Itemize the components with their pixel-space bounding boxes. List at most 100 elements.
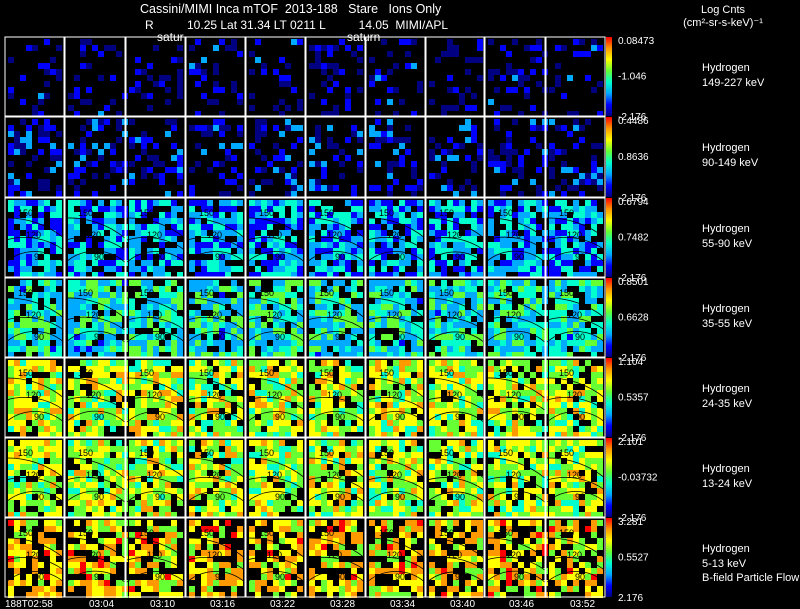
heatmap-cell xyxy=(261,236,267,242)
heatmap-cell xyxy=(153,482,159,488)
heatmap-cell xyxy=(530,218,536,224)
heatmap-cell xyxy=(177,420,183,426)
heatmap-cell xyxy=(387,366,393,372)
heatmap-cell xyxy=(291,191,297,197)
heatmap-cell xyxy=(465,470,471,476)
heatmap-cell xyxy=(20,266,26,272)
contour-label: 90 xyxy=(335,492,345,502)
heatmap-cell xyxy=(393,272,399,278)
heatmap-cell xyxy=(585,396,591,402)
heatmap-cell xyxy=(267,316,273,322)
heatmap-cell xyxy=(201,352,207,358)
heatmap-cell xyxy=(98,426,104,432)
heatmap-cell xyxy=(110,185,116,191)
heatmap-cell xyxy=(315,464,321,470)
heatmap-cell xyxy=(273,414,279,420)
heatmap-cell xyxy=(135,360,141,366)
heatmap-cell xyxy=(213,316,219,322)
heatmap-cell xyxy=(80,414,86,420)
heatmap-cell xyxy=(159,230,165,236)
heatmap-cell xyxy=(74,408,80,414)
heatmap-cell xyxy=(567,420,573,426)
heatmap-cell xyxy=(435,322,441,328)
heatmap-cell xyxy=(104,352,110,358)
contour-label: 150 xyxy=(319,288,334,298)
heatmap-cell xyxy=(435,372,441,378)
heatmap-cell xyxy=(255,426,261,432)
heatmap-cell xyxy=(512,310,518,316)
heatmap-cell xyxy=(435,408,441,414)
heatmap-cell xyxy=(518,242,524,248)
heatmap-cell xyxy=(189,200,195,206)
heatmap-cell xyxy=(471,494,477,500)
heatmap-cell xyxy=(321,452,327,458)
heatmap-cell xyxy=(26,482,32,488)
heatmap-cell xyxy=(524,432,530,438)
heatmap-cell xyxy=(20,272,26,278)
heatmap-cell xyxy=(327,322,333,328)
heatmap-cell xyxy=(453,420,459,426)
heatmap-cell xyxy=(291,87,297,93)
heatmap-cell xyxy=(597,266,603,272)
heatmap-cell xyxy=(98,408,104,414)
heatmap-cell xyxy=(309,440,315,446)
heatmap-cell xyxy=(447,334,453,340)
heatmap-cell xyxy=(279,286,285,292)
panel-frame xyxy=(125,197,186,278)
heatmap-cell xyxy=(573,390,579,396)
heatmap-cell xyxy=(32,105,38,111)
heatmap-cell xyxy=(32,304,38,310)
heatmap-cell xyxy=(74,414,80,420)
heatmap-cell xyxy=(518,378,524,384)
heatmap-cell xyxy=(530,200,536,206)
heatmap-cell xyxy=(104,280,110,286)
heatmap-cell xyxy=(435,440,441,446)
heatmap-cell xyxy=(518,426,524,432)
heatmap-cell xyxy=(429,286,435,292)
contour-label: 150 xyxy=(439,368,454,378)
heatmap-cell xyxy=(8,266,14,272)
heatmap-cell xyxy=(579,125,585,131)
heatmap-cell xyxy=(32,390,38,396)
heatmap-cell xyxy=(321,69,327,75)
heatmap-cell xyxy=(393,458,399,464)
heatmap-cell xyxy=(297,218,303,224)
contour-line xyxy=(426,237,485,251)
heatmap-cell xyxy=(465,105,471,111)
species-label: Hydrogen xyxy=(702,223,750,235)
heatmap-cell xyxy=(159,242,165,248)
heatmap-cell xyxy=(38,322,44,328)
heatmap-cell xyxy=(399,378,405,384)
heatmap-cell xyxy=(159,426,165,432)
heatmap-cell xyxy=(50,236,56,242)
heatmap-cell xyxy=(38,185,44,191)
heatmap-cell xyxy=(369,482,375,488)
heatmap-cell xyxy=(591,310,597,316)
heatmap-cell xyxy=(321,45,327,51)
heatmap-cell xyxy=(561,236,567,242)
heatmap-cell xyxy=(387,224,393,230)
heatmap-cell xyxy=(375,396,381,402)
heatmap-cell xyxy=(20,396,26,402)
heatmap-cell xyxy=(315,266,321,272)
heatmap-cell xyxy=(393,63,399,69)
heatmap-cell xyxy=(530,390,536,396)
heatmap-cell xyxy=(327,218,333,224)
heatmap-cell xyxy=(333,506,339,512)
heatmap-cell xyxy=(465,366,471,372)
heatmap-cell xyxy=(104,304,110,310)
heatmap-cell xyxy=(375,292,381,298)
heatmap-cell xyxy=(177,155,183,161)
heatmap-cell xyxy=(32,482,38,488)
heatmap-cell xyxy=(465,426,471,432)
heatmap-cell xyxy=(249,218,255,224)
heatmap-cell xyxy=(291,212,297,218)
contour-line xyxy=(366,377,426,399)
heatmap-cell xyxy=(405,482,411,488)
heatmap-cell xyxy=(309,212,315,218)
contour-line xyxy=(65,297,126,319)
heatmap-cell xyxy=(536,384,542,390)
heatmap-cell xyxy=(213,272,219,278)
heatmap-cell xyxy=(405,494,411,500)
